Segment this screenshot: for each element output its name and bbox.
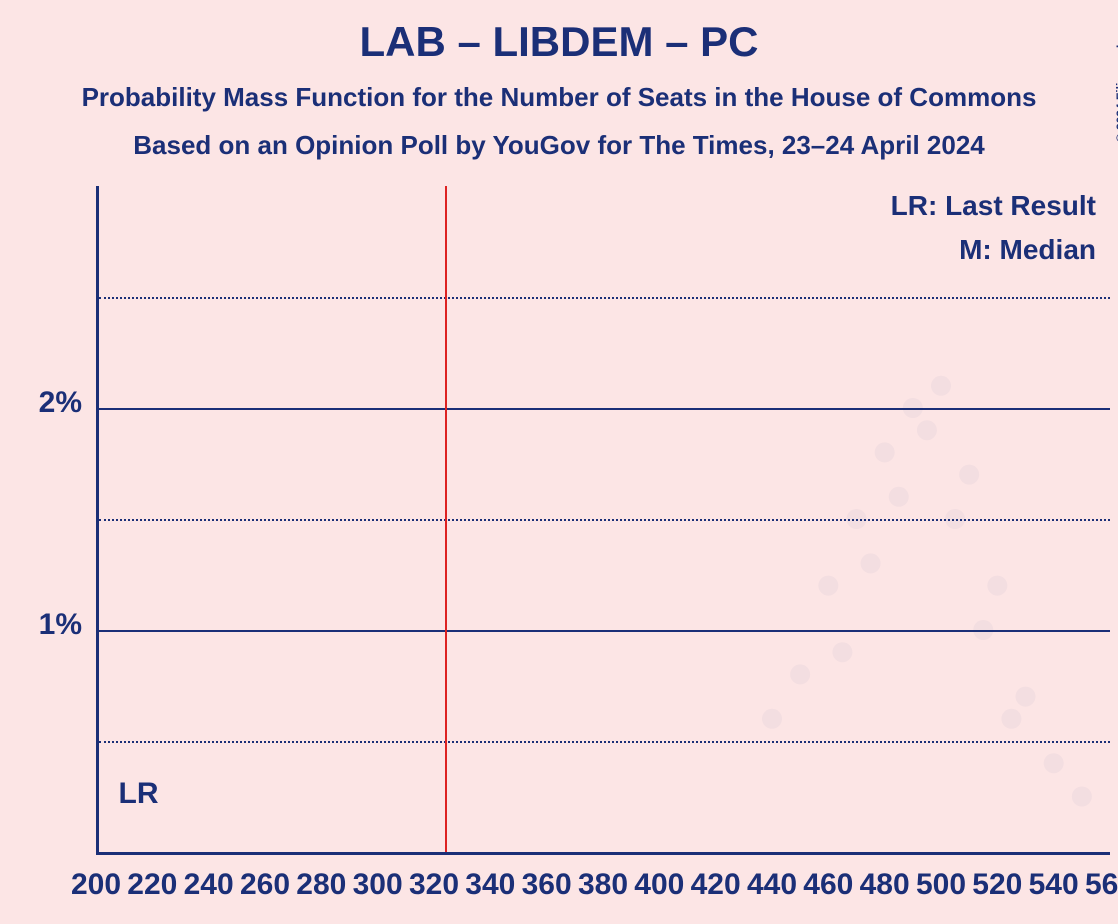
x-tick-label: 280 [293, 868, 349, 902]
chart-subtitle-1: Probability Mass Function for the Number… [0, 82, 1118, 113]
x-tick-label: 560 [1082, 868, 1118, 902]
x-tick-label: 340 [462, 868, 518, 902]
x-tick-label: 260 [237, 868, 293, 902]
x-tick-label: 400 [631, 868, 687, 902]
x-axis [96, 852, 1110, 855]
x-tick-label: 320 [406, 868, 462, 902]
x-tick-label: 500 [913, 868, 969, 902]
copyright-label: © 2024 Filip van Laenen [1114, 6, 1118, 142]
chart-subtitle-2: Based on an Opinion Poll by YouGov for T… [0, 130, 1118, 161]
x-tick-label: 220 [124, 868, 180, 902]
x-tick-label: 240 [181, 868, 237, 902]
x-tick-label: 540 [1026, 868, 1082, 902]
ghost-distribution [96, 186, 1110, 852]
y-tick-label: 1% [39, 608, 82, 642]
x-tick-label: 380 [575, 868, 631, 902]
x-tick-label: 300 [350, 868, 406, 902]
chart-title: LAB – LIBDEM – PC [0, 18, 1118, 66]
x-tick-label: 480 [857, 868, 913, 902]
x-tick-label: 360 [519, 868, 575, 902]
x-tick-label: 460 [800, 868, 856, 902]
x-tick-label: 420 [688, 868, 744, 902]
x-tick-label: 520 [969, 868, 1025, 902]
x-tick-label: 440 [744, 868, 800, 902]
x-tick-label: 200 [68, 868, 124, 902]
y-tick-label: 2% [39, 386, 82, 420]
chart-root: LAB – LIBDEM – PC Probability Mass Functi… [0, 0, 1118, 924]
